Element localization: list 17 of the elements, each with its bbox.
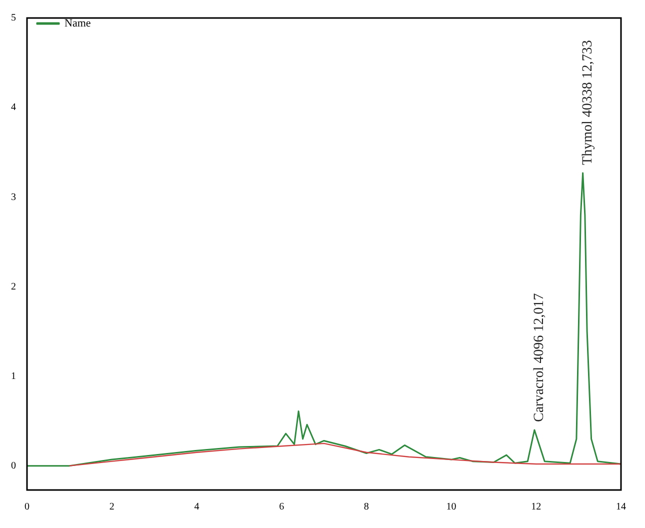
y-tick-label: 0: [11, 460, 16, 472]
x-tick-label: 8: [364, 502, 369, 513]
annotation: Thymol 40338 12,733: [580, 40, 596, 165]
x-tick-label: 12: [531, 502, 542, 513]
y-tick-label: 4: [11, 102, 16, 114]
legend-label: Name: [64, 17, 91, 30]
x-tick-label: 0: [24, 502, 30, 513]
x-tick-label: 14: [616, 502, 626, 513]
x-tick-label: 4: [194, 502, 200, 513]
y-tick-label: 5: [11, 12, 16, 24]
x-tick-label: 10: [446, 502, 456, 513]
x-tick-label: 2: [109, 502, 114, 513]
y-tick-label: 1: [11, 370, 16, 382]
y-tick-label: 2: [11, 281, 16, 292]
x-tick-label: 6: [279, 502, 284, 513]
annotation: Carvacrol 4096 12,017: [532, 293, 548, 422]
y-tick-label: 3: [11, 192, 16, 203]
